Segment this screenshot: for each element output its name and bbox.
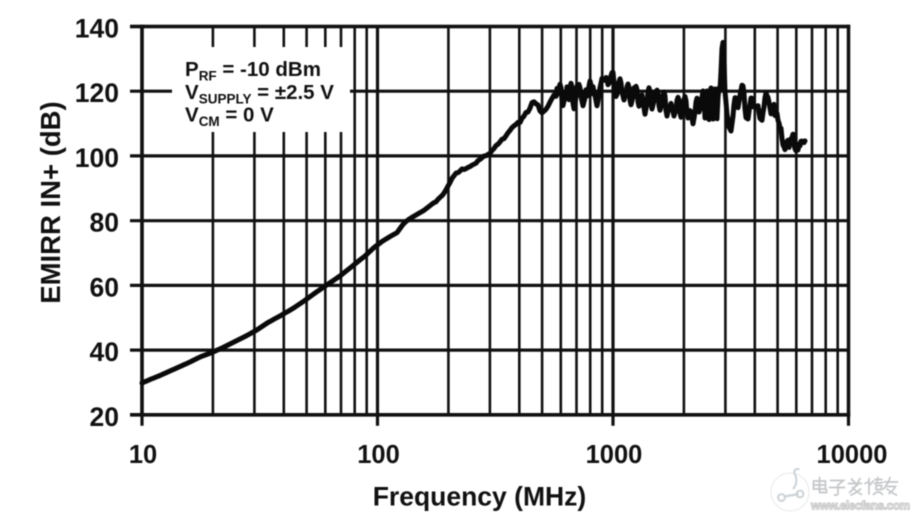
svg-text:www.elecfans.com: www.elecfans.com <box>810 499 910 513</box>
svg-text:60: 60 <box>90 272 119 302</box>
svg-text:Frequency (MHz): Frequency (MHz) <box>373 482 587 512</box>
svg-text:VSUPPLY = ±2.5 V: VSUPPLY = ±2.5 V <box>185 81 334 107</box>
svg-text:20: 20 <box>90 402 119 432</box>
svg-text:100: 100 <box>75 143 119 173</box>
svg-text:10: 10 <box>129 441 157 469</box>
svg-text:80: 80 <box>90 208 119 238</box>
svg-text:40: 40 <box>90 337 119 367</box>
svg-text:VCM = 0 V: VCM = 0 V <box>185 104 274 130</box>
svg-text:120: 120 <box>75 78 119 108</box>
svg-text:100: 100 <box>357 441 400 469</box>
svg-text:140: 140 <box>75 14 119 44</box>
svg-text:1000: 1000 <box>586 441 643 469</box>
svg-text:EMIRR IN+ (dB): EMIRR IN+ (dB) <box>35 101 66 303</box>
svg-text:10000: 10000 <box>817 441 888 469</box>
